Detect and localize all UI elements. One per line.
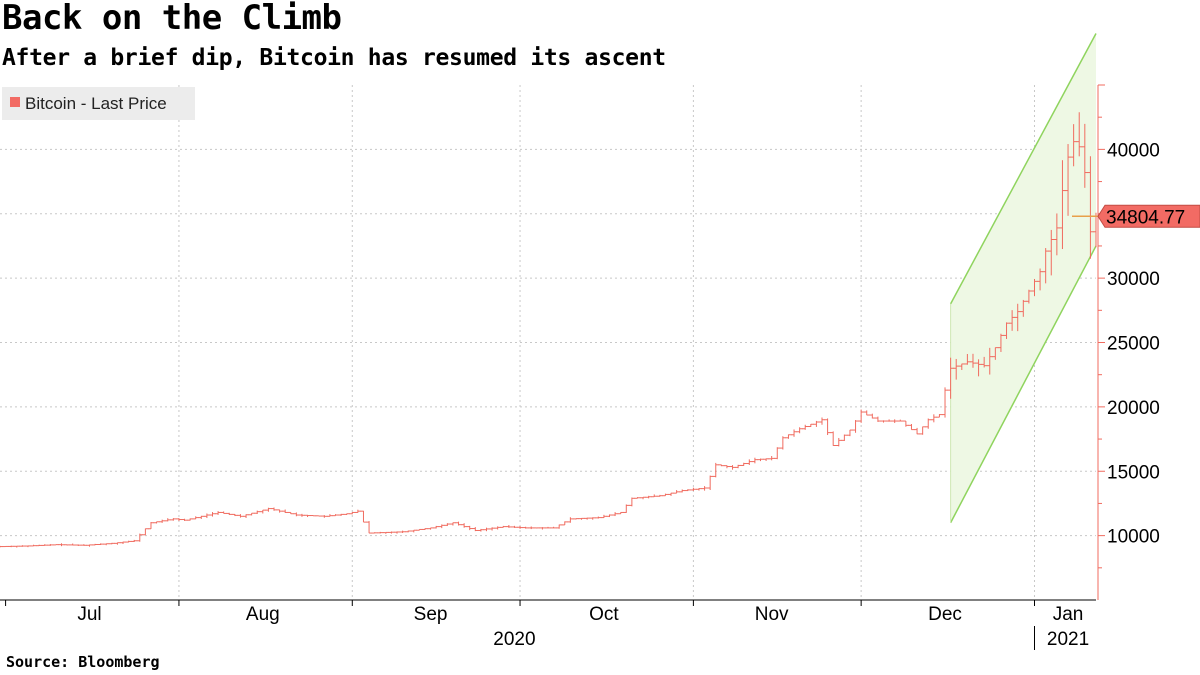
x-tick-label: Sep bbox=[414, 604, 448, 625]
source-note: Source: Bloomberg bbox=[6, 653, 160, 671]
y-tick-label: 30000 bbox=[1107, 269, 1160, 290]
y-tick-label: 25000 bbox=[1107, 334, 1160, 355]
x-year-label: 2020 bbox=[493, 629, 535, 650]
trend-channel-upper-line bbox=[949, 33, 1097, 305]
x-tick-label: Nov bbox=[755, 604, 789, 625]
x-tick-label: Jul bbox=[77, 604, 101, 625]
last-price-badge bbox=[1097, 204, 1200, 228]
x-tick-label: Aug bbox=[246, 604, 280, 625]
x-tick-label: Oct bbox=[589, 604, 619, 625]
legend-label: Bitcoin - Last Price bbox=[25, 94, 167, 113]
legend-box bbox=[2, 87, 195, 120]
x-tick-label: Jan bbox=[1053, 604, 1084, 625]
chart-subtitle: After a brief dip, Bitcoin has resumed i… bbox=[2, 45, 666, 71]
last-price-label: 34804.77 bbox=[1106, 207, 1185, 228]
y-tick-label: 15000 bbox=[1107, 462, 1160, 483]
x-year-label: 2021 bbox=[1047, 629, 1089, 650]
trend-channel-fill bbox=[950, 33, 1096, 523]
chart-title: Back on the Climb bbox=[2, 0, 342, 38]
legend-swatch bbox=[10, 97, 20, 107]
y-tick-label: 10000 bbox=[1107, 527, 1160, 548]
trend-channel-lower-line bbox=[949, 245, 1097, 524]
x-tick-label: Dec bbox=[928, 604, 962, 625]
y-tick-label: 40000 bbox=[1107, 140, 1160, 161]
y-tick-label: 20000 bbox=[1107, 398, 1160, 419]
